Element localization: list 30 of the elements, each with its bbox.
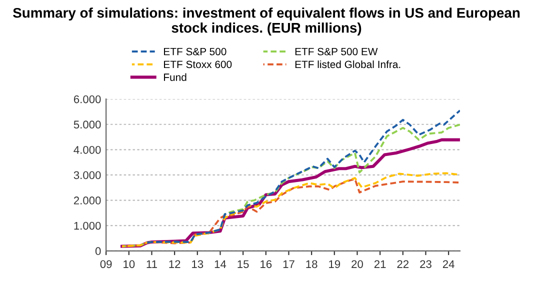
x-tick-label: 20 xyxy=(352,260,363,268)
y-tick-label: 4.000 xyxy=(74,146,101,154)
x-tick-label: 17 xyxy=(283,260,294,268)
x-tick-label: 24 xyxy=(442,260,454,268)
x-tick-label: 21 xyxy=(374,260,386,268)
x-tick-label: 19 xyxy=(329,260,340,268)
x-tick-label: 09 xyxy=(100,260,112,268)
x-tick-label: 10 xyxy=(124,260,135,268)
x-tick-label: 16 xyxy=(260,260,272,268)
x-tick-label: 23 xyxy=(420,260,432,268)
y-tick-label: 2.000 xyxy=(74,196,101,204)
y-tick-label: 5.000 xyxy=(74,120,101,129)
y-tick-label: 3.000 xyxy=(74,171,101,180)
x-tick-label: 18 xyxy=(306,260,318,268)
legend-label: ETF Stoxx 600 xyxy=(164,60,232,68)
line-series xyxy=(146,109,460,244)
x-tick-label: 14 xyxy=(214,260,226,268)
x-tick-label: 22 xyxy=(397,260,409,268)
legend-label: ETF listed Global Infra. xyxy=(295,60,400,68)
y-tick-label: 6.000 xyxy=(74,95,101,104)
legend-label: Fund xyxy=(164,73,186,81)
y-tick-label: 0 xyxy=(95,247,101,256)
legend-label: ETF S&P 500 xyxy=(164,48,226,56)
x-tick-label: 15 xyxy=(238,260,249,268)
x-tick-label: 11 xyxy=(146,260,157,268)
x-tick-label: 13 xyxy=(192,260,204,268)
chart-title: Summary of simulations: investment of equivalent flows in US and European stock indices. (EUR millions) xyxy=(13,8,520,36)
x-tick-label: 12 xyxy=(169,260,180,268)
y-tick-label: 1.000 xyxy=(74,222,101,230)
legend-label: ETF S&P 500 EW xyxy=(295,48,378,56)
